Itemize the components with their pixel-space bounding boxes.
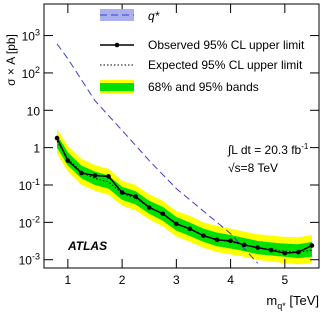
x-tick-label: 5 <box>281 273 288 287</box>
x-tick-label: 3 <box>173 273 180 287</box>
y-tick-label: 10 <box>27 104 41 118</box>
y-tick-label: 1 <box>33 142 40 156</box>
y-axis-label: σ × A [pb] <box>4 34 18 86</box>
legend-label: 68% and 95% bands <box>148 80 259 94</box>
frame <box>43 3 320 269</box>
marker <box>133 194 138 199</box>
marker <box>255 245 261 250</box>
x-axis-label-part: q* <box>277 301 286 311</box>
lumi-text: ∫L dt = 20.3 fb <box>227 143 302 157</box>
marker <box>228 238 233 244</box>
legend-label: Observed 95% CL upper limit <box>148 38 305 52</box>
marker <box>309 243 315 248</box>
x-axis-label-part: m <box>266 293 277 308</box>
y-tick-label: 102 <box>22 65 40 81</box>
marker <box>54 135 60 141</box>
marker <box>92 173 98 178</box>
energy-label: √s=8 TeV <box>228 161 278 175</box>
experiment-label: ATLAS <box>67 239 107 253</box>
marker <box>268 247 274 253</box>
marker <box>282 250 288 256</box>
y-tick-label: 103 <box>22 28 40 44</box>
legend-key <box>100 83 134 91</box>
band <box>57 134 312 259</box>
lumi-sup: -1 <box>301 142 309 151</box>
plot <box>54 43 315 265</box>
series-line <box>56 43 259 264</box>
legend-key <box>114 42 120 48</box>
x-axis-label-part: [TeV] <box>286 293 319 308</box>
y-tick-label: 10-2 <box>19 214 40 230</box>
marker <box>106 174 111 179</box>
marker <box>160 211 166 217</box>
marker <box>79 170 84 176</box>
x-tick-label: 4 <box>227 273 234 287</box>
y-tick-label: 10-1 <box>19 177 40 193</box>
y-tick-label: 10-3 <box>19 252 40 268</box>
x-tick-label: 2 <box>119 273 126 287</box>
legend-label: Expected 95% CL upper limit <box>148 58 303 72</box>
marker <box>146 205 152 210</box>
marker <box>174 221 179 227</box>
series-line <box>56 140 313 253</box>
x-axis-label: mq* [TeV] <box>266 293 319 311</box>
marker <box>296 249 301 255</box>
lumi-label: ∫L dt = 20.3 fb-1 <box>227 142 309 157</box>
marker <box>65 158 71 163</box>
legend-label: q* <box>148 9 160 23</box>
x-tick-label: 1 <box>65 273 72 287</box>
